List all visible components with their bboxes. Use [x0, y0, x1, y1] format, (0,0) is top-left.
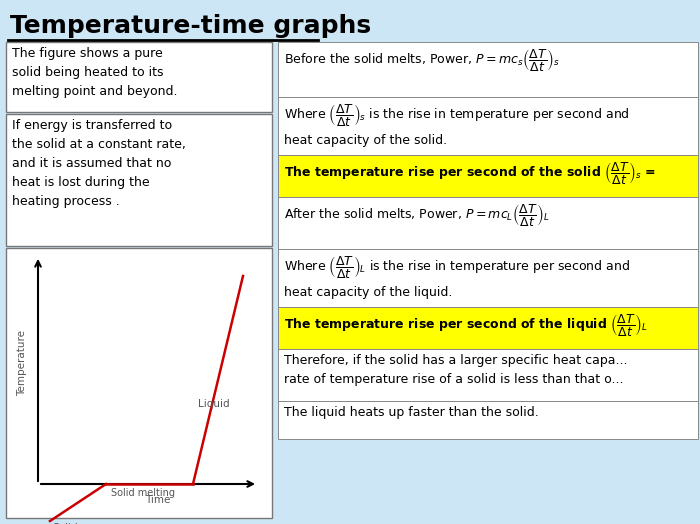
Bar: [278, 97, 698, 155]
Text: Temperature: Temperature: [17, 330, 27, 396]
Bar: [278, 401, 698, 439]
Bar: [278, 349, 698, 401]
Text: The figure shows a pure
solid being heated to its
melting point and beyond.: The figure shows a pure solid being heat…: [12, 47, 178, 98]
Bar: [6, 248, 272, 518]
Bar: [6, 42, 272, 112]
Text: Before the solid melts, Power, $P = mc_s\left(\dfrac{\Delta T}{\Delta t}\right)_: Before the solid melts, Power, $P = mc_s…: [284, 47, 560, 73]
Text: After the solid melts, Power, $P = mc_L\left(\dfrac{\Delta T}{\Delta t}\right)_L: After the solid melts, Power, $P = mc_L\…: [284, 202, 550, 228]
Text: The liquid heats up faster than the solid.: The liquid heats up faster than the soli…: [284, 406, 539, 419]
Text: Solid: Solid: [52, 523, 78, 524]
Text: Where $\left(\dfrac{\Delta T}{\Delta t}\right)_L$ is the rise in temperature per: Where $\left(\dfrac{\Delta T}{\Delta t}\…: [284, 254, 630, 299]
Text: If energy is transferred to
the solid at a constant rate,
and it is assumed that: If energy is transferred to the solid at…: [12, 119, 186, 208]
Text: Liquid: Liquid: [198, 399, 230, 409]
Bar: [278, 307, 698, 349]
Text: The temperature rise per second of the solid $\left(\dfrac{\Delta T}{\Delta t}\r: The temperature rise per second of the s…: [284, 160, 656, 186]
Bar: [278, 197, 698, 249]
Bar: [278, 42, 698, 97]
Text: The temperature rise per second of the liquid $\left(\dfrac{\Delta T}{\Delta t}\: The temperature rise per second of the l…: [284, 312, 648, 338]
Text: Therefore, if the solid has a larger specific heat capa...
rate of temperature r: Therefore, if the solid has a larger spe…: [284, 354, 627, 386]
Bar: [278, 155, 698, 197]
Bar: [6, 114, 272, 246]
Bar: [278, 249, 698, 307]
Text: Temperature-time graphs: Temperature-time graphs: [10, 14, 371, 38]
Text: Time: Time: [146, 495, 171, 505]
Text: Where $\left(\dfrac{\Delta T}{\Delta t}\right)_s$ is the rise in temperature per: Where $\left(\dfrac{\Delta T}{\Delta t}\…: [284, 102, 630, 147]
Text: Solid melting: Solid melting: [111, 488, 175, 498]
